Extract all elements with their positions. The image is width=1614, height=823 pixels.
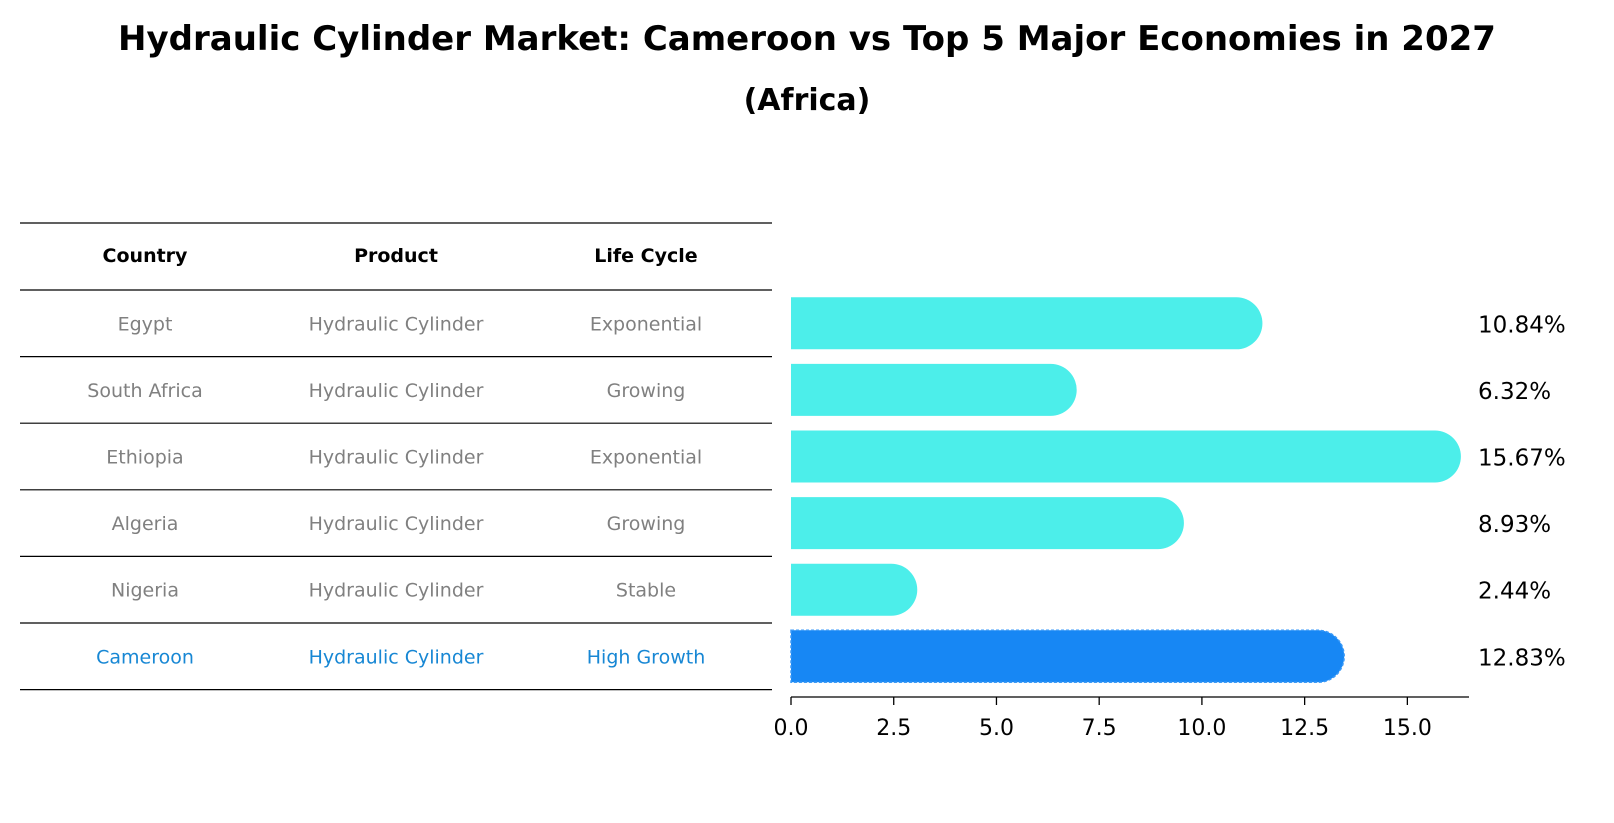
bar-egypt — [791, 297, 1263, 350]
table-cell-product: Hydraulic Cylinder — [309, 380, 484, 402]
x-tick-label: 15.0 — [1383, 716, 1432, 741]
table-cell-country: Cameroon — [96, 646, 194, 668]
bar-algeria — [791, 497, 1184, 550]
data-table: Country Product Life Cycle Egypt Hydrauli… — [20, 222, 772, 691]
x-tick-label: 10.0 — [1177, 716, 1226, 741]
column-header-country: Country — [103, 245, 189, 267]
column-header-life-cycle: Life Cycle — [594, 245, 697, 267]
table-cell-product: Hydraulic Cylinder — [309, 447, 484, 469]
table-cell-country: Nigeria — [111, 580, 179, 602]
table-cell-country: South Africa — [87, 380, 202, 402]
table-cell-life-cycle: Exponential — [590, 313, 702, 335]
table-cell-life-cycle: Growing — [607, 513, 686, 535]
table-row: Nigeria Hydraulic Cylinder Stable — [111, 580, 676, 602]
chart-subtitle: (Africa) — [744, 83, 871, 118]
value-label: 2.44% — [1478, 579, 1551, 605]
table-row: Cameroon Hydraulic Cylinder High Growth — [96, 646, 705, 668]
chart-title: Hydraulic Cylinder Market: Cameroon vs T… — [118, 19, 1496, 59]
table-row: Algeria Hydraulic Cylinder Growing — [112, 513, 686, 535]
x-tick-label: 5.0 — [979, 716, 1014, 741]
table-cell-life-cycle: Stable — [616, 580, 676, 602]
table-cell-product: Hydraulic Cylinder — [309, 646, 484, 668]
value-labels: 10.84% 6.32% 15.67% 8.93% 2.44% 12.83% — [1478, 312, 1566, 671]
value-label: 6.32% — [1478, 379, 1551, 405]
table-cell-product: Hydraulic Cylinder — [309, 313, 484, 335]
table-cell-product: Hydraulic Cylinder — [309, 513, 484, 535]
column-header-product: Product — [354, 245, 438, 267]
value-label: 8.93% — [1478, 512, 1551, 538]
table-row: Ethiopia Hydraulic Cylinder Exponential — [106, 447, 702, 469]
bar-cameroon — [790, 629, 1345, 684]
x-tick-label: 0.0 — [774, 716, 809, 741]
x-axis: 0.0 2.5 5.0 7.5 10.0 12.5 15.0 — [774, 696, 1469, 741]
table-cell-product: Hydraulic Cylinder — [309, 580, 484, 602]
x-tick-label: 12.5 — [1280, 716, 1329, 741]
table-cell-country: Ethiopia — [106, 447, 183, 469]
table-cell-life-cycle: Exponential — [590, 447, 702, 469]
value-label: 12.83% — [1478, 645, 1566, 671]
bar-south-africa — [791, 363, 1077, 416]
value-label: 15.67% — [1478, 446, 1566, 472]
value-label: 10.84% — [1478, 312, 1566, 338]
bar-ethiopia — [791, 430, 1461, 483]
bar-nigeria — [791, 563, 918, 616]
table-cell-life-cycle: Growing — [607, 380, 686, 402]
bar-series — [790, 297, 1461, 684]
table-row: South Africa Hydraulic Cylinder Growing — [87, 380, 685, 402]
table-cell-country: Egypt — [118, 313, 173, 335]
table-row: Egypt Hydraulic Cylinder Exponential — [118, 313, 703, 335]
table-cell-life-cycle: High Growth — [587, 646, 705, 668]
x-tick-label: 2.5 — [876, 716, 911, 741]
table-cell-country: Algeria — [112, 513, 179, 535]
x-tick-label: 7.5 — [1082, 716, 1117, 741]
